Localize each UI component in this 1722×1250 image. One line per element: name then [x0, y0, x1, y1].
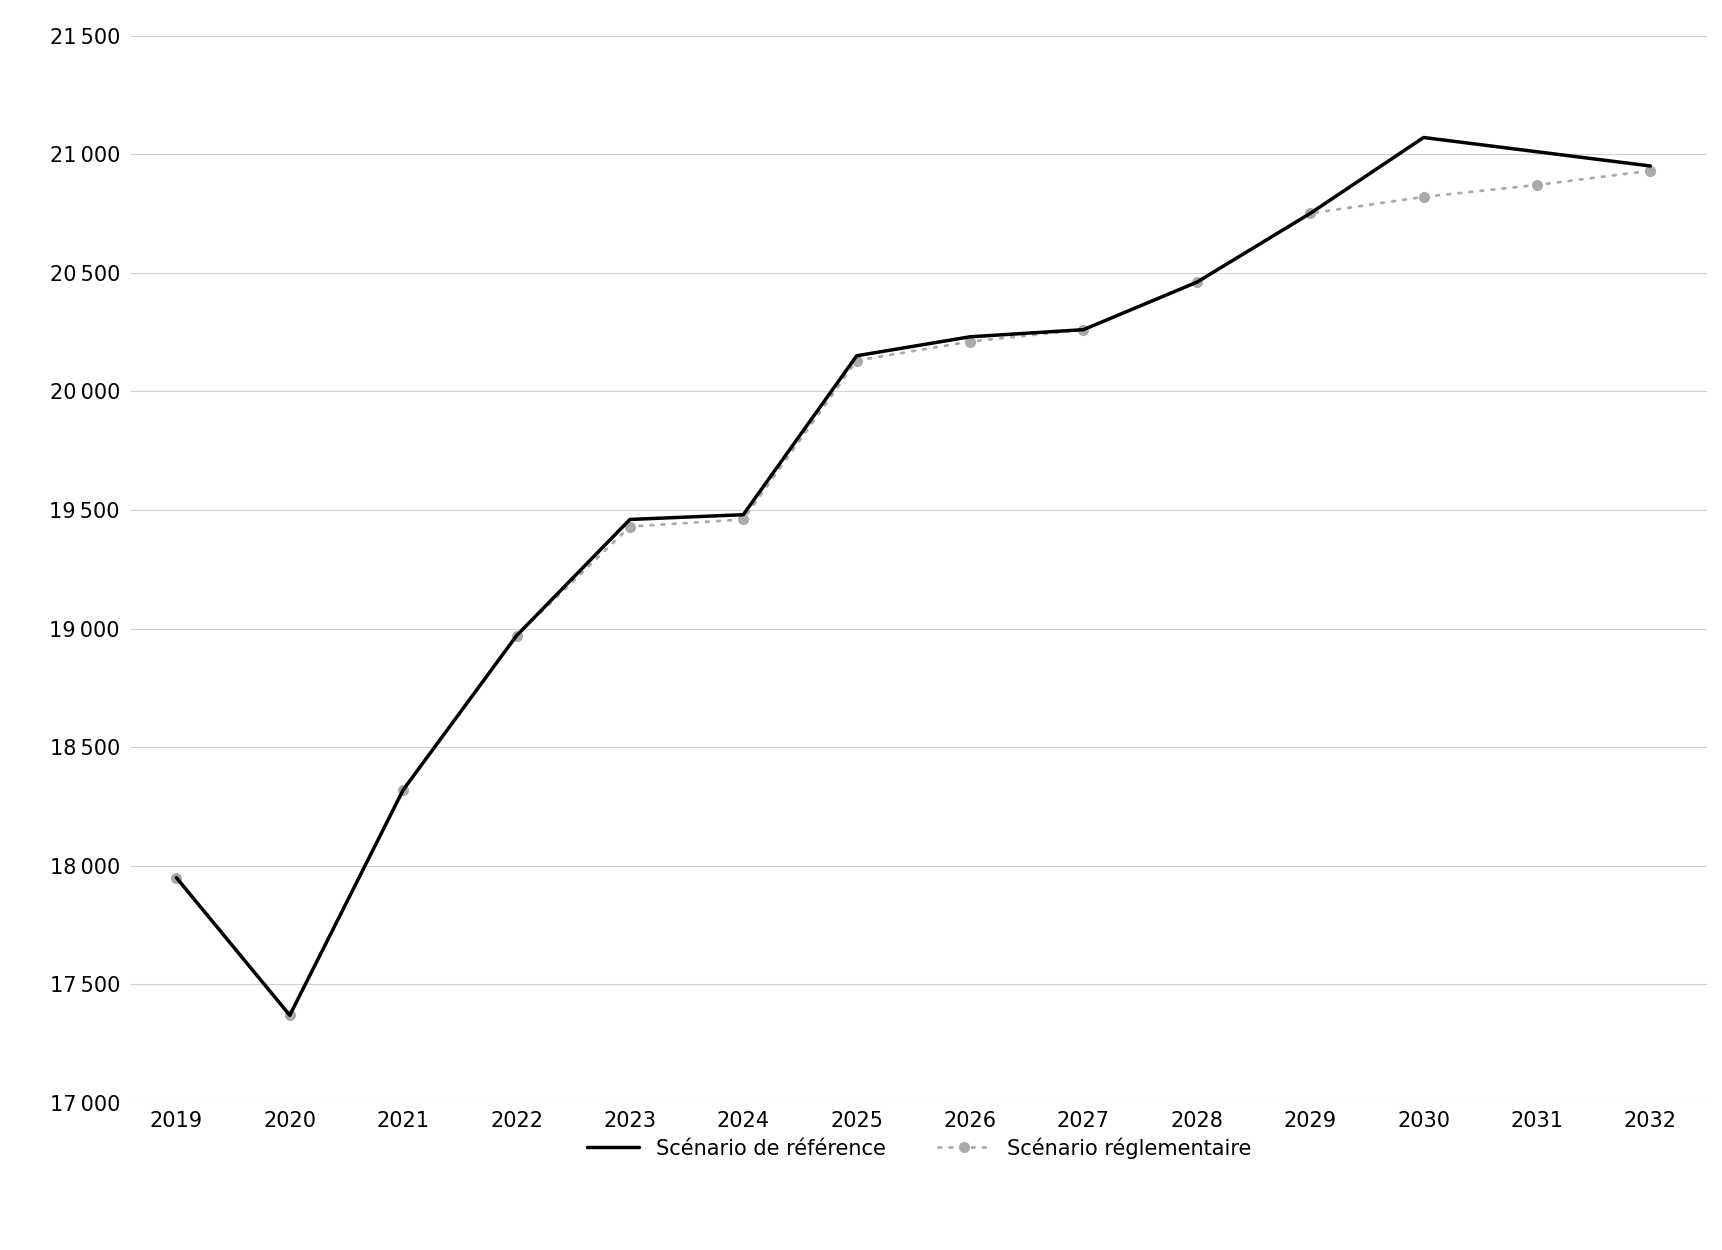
Scénario de référence — [1073, 322, 1093, 338]
Scénario de référence — [1639, 159, 1660, 174]
Scénario réglementaire — [1639, 164, 1660, 179]
Scénario de référence — [506, 629, 527, 644]
Scénario de référence — [959, 329, 980, 344]
Line: Scénario de référence: Scénario de référence — [176, 138, 1650, 1015]
Scénario réglementaire — [1186, 275, 1207, 290]
Scénario réglementaire — [393, 782, 413, 798]
Scénario réglementaire — [165, 870, 186, 885]
Scénario de référence — [1300, 206, 1321, 221]
Scénario de référence — [846, 349, 866, 364]
Scénario réglementaire — [1300, 206, 1321, 221]
Scénario de référence — [165, 870, 186, 885]
Scénario réglementaire — [1414, 189, 1434, 204]
Scénario de référence — [393, 782, 413, 798]
Scénario réglementaire — [959, 334, 980, 349]
Legend: Scénario de référence, Scénario réglementaire: Scénario de référence, Scénario réglemen… — [579, 1129, 1259, 1168]
Scénario réglementaire — [279, 1008, 300, 1022]
Line: Scénario réglementaire: Scénario réglementaire — [170, 165, 1657, 1021]
Scénario réglementaire — [1073, 322, 1093, 338]
Scénario réglementaire — [846, 352, 866, 367]
Scénario réglementaire — [506, 629, 527, 644]
Scénario de référence — [279, 1008, 300, 1022]
Scénario de référence — [734, 508, 754, 522]
Scénario réglementaire — [734, 512, 754, 528]
Scénario réglementaire — [1527, 177, 1548, 192]
Scénario de référence — [1414, 130, 1434, 145]
Scénario de référence — [1527, 144, 1548, 159]
Scénario de référence — [620, 512, 641, 528]
Scénario de référence — [1186, 275, 1207, 290]
Scénario réglementaire — [620, 519, 641, 534]
